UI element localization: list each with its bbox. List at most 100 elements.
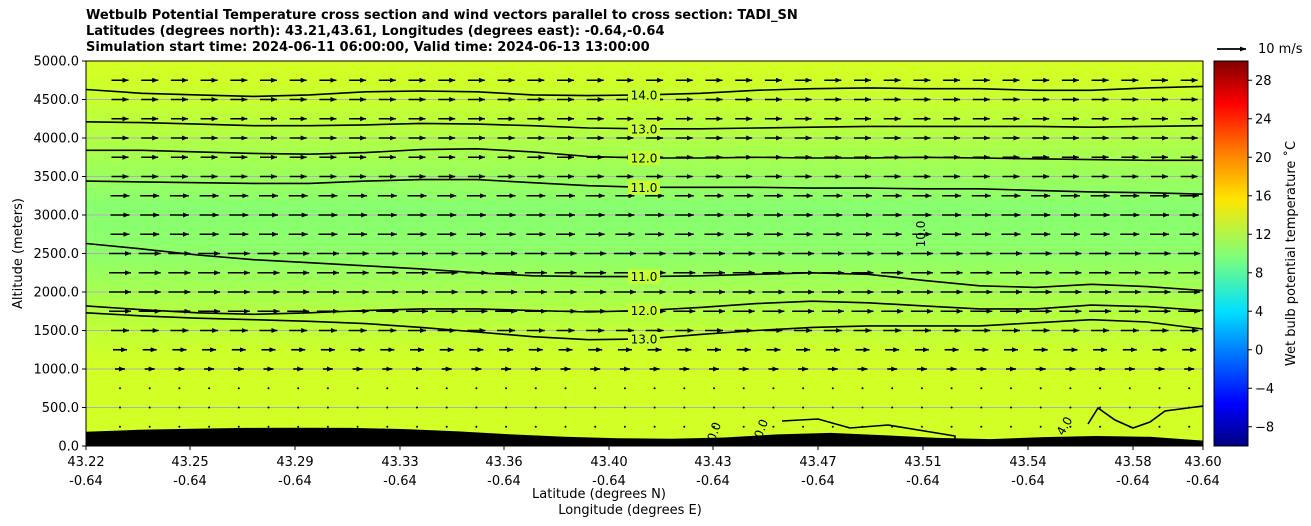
x-tick-label-lon: -0.64 <box>1186 474 1220 489</box>
wind-vector-dot <box>445 425 448 428</box>
wind-vector-dot <box>416 387 418 390</box>
wind-vector-dot <box>1099 406 1102 409</box>
wind-vector-dot <box>950 425 953 428</box>
wind-vector-dot <box>623 406 626 409</box>
x-tick-label-lat: 43.54 <box>1009 455 1046 470</box>
y-tick-label: 1000.0 <box>34 363 80 378</box>
wind-vector-dot <box>742 425 745 428</box>
wind-vector-dot <box>1069 425 1072 428</box>
wind-vector-dot <box>148 406 151 409</box>
wind-vector-dot <box>802 425 805 428</box>
x-tick-label-lon: -0.64 <box>906 474 940 489</box>
colorbar-label: Wet bulb potential temperature ˚C <box>1283 141 1299 366</box>
wind-vector-dot <box>386 406 389 409</box>
wind-vector-dot <box>920 387 923 390</box>
wind-vector-dot <box>445 406 448 409</box>
x-tick-label-lon: -0.64 <box>696 474 730 489</box>
wind-vector-dot <box>416 425 418 428</box>
wind-vector-dot <box>564 387 567 390</box>
wind-vector-dot <box>326 387 329 390</box>
contour-label-bg <box>628 303 660 318</box>
contour-label: 11.0 <box>631 181 658 195</box>
wind-vector-dot <box>1128 406 1131 409</box>
wind-vector-dot <box>445 387 448 390</box>
colorbar-tick-label: 4 <box>1255 305 1263 320</box>
wind-vector-dot <box>297 406 300 409</box>
wind-vector-dot <box>564 406 567 409</box>
wind-vector-dot <box>208 406 211 409</box>
x-tick-label-lon: -0.64 <box>1116 474 1150 489</box>
contour-label: 0.0 <box>704 420 724 443</box>
wind-vector-dot <box>1039 406 1042 409</box>
wind-vector-dot <box>713 406 715 409</box>
contour-line <box>781 418 956 446</box>
wind-vector-dot <box>683 387 686 390</box>
wind-vector-dot <box>1158 406 1161 409</box>
wind-vector-dot <box>653 387 656 390</box>
colorbar-tick-label: −4 <box>1255 382 1274 397</box>
wind-vector-dot <box>267 406 270 409</box>
wind-vector-dot <box>356 425 359 428</box>
wind-vector-dot <box>802 387 805 390</box>
wind-vector-dot <box>1010 406 1012 409</box>
wind-vector-dot <box>1039 387 1042 390</box>
colorbar-tick-label: 28 <box>1255 74 1272 89</box>
x-tick-label-lon: -0.64 <box>278 474 312 489</box>
contour-label: 13.0 <box>631 332 658 346</box>
wind-vector-dot <box>831 406 834 409</box>
wind-vector-dot <box>178 387 181 390</box>
wind-vector-dot <box>1188 387 1191 390</box>
wind-vector-dot <box>297 425 300 428</box>
wind-vector-dot <box>237 387 240 390</box>
wind-vector-dot <box>950 406 953 409</box>
wind-vector-dot <box>980 425 983 428</box>
wind-vector-dot <box>653 425 656 428</box>
wind-vector-dot <box>683 425 686 428</box>
colorbar <box>1213 60 1249 447</box>
wind-vector-dot <box>1128 387 1131 390</box>
wind-vector-dot <box>237 406 240 409</box>
x-tick-label-lat: 43.22 <box>67 455 104 470</box>
contour-label: 10.0 <box>914 221 928 248</box>
wind-vector-dot <box>356 406 359 409</box>
colorbar-tick-label: 24 <box>1255 112 1272 127</box>
wind-vector-dot <box>742 406 745 409</box>
x-tick-label-lon: -0.64 <box>592 474 626 489</box>
wind-vector-dot <box>891 406 894 409</box>
wind-vector-dot <box>148 425 151 428</box>
x-tick-label-lat: 43.36 <box>485 455 522 470</box>
contour-label: 0.0 <box>751 417 771 440</box>
wind-vector-dot <box>861 406 864 409</box>
wind-vector-dot <box>475 425 478 428</box>
wind-vector-dot <box>950 387 953 390</box>
contour-label: 12.0 <box>631 304 658 318</box>
x-tick-label-lon: -0.64 <box>173 474 207 489</box>
chart-title-line-3: Simulation start time: 2024-06-11 06:00:… <box>86 40 650 55</box>
wind-vector-dot <box>119 425 121 428</box>
wind-vector-dot <box>1069 387 1072 390</box>
wind-vector-dot <box>119 387 121 390</box>
wind-vector-dot <box>326 425 329 428</box>
wind-vector-dot <box>594 387 597 390</box>
x-tick-label-lat: 43.60 <box>1184 455 1221 470</box>
wind-vector-dot <box>861 387 864 390</box>
chart-title-line-1: Wetbulb Potential Temperature cross sect… <box>86 8 798 23</box>
wind-vector-dot <box>623 425 626 428</box>
x-tick-label-lat: 43.25 <box>171 455 208 470</box>
wind-vector-dot <box>386 425 389 428</box>
wind-vector-dot <box>1188 425 1191 428</box>
x-axis-label-lon: Longitude (degrees E) <box>558 503 702 518</box>
wind-vector-dot <box>475 406 478 409</box>
contour-label-bg <box>628 180 660 195</box>
x-tick-label-lat: 43.51 <box>904 455 941 470</box>
wind-vector-dot <box>208 425 211 428</box>
x-tick-label-lat: 43.58 <box>1114 455 1151 470</box>
contour-label: 13.0 <box>631 122 658 136</box>
contour-line <box>1087 405 1203 429</box>
colorbar-tick-label: 8 <box>1255 266 1263 281</box>
y-tick-label: 0.0 <box>58 440 79 455</box>
wind-vector-dot <box>297 387 300 390</box>
wind-vector-dot <box>1099 387 1102 390</box>
colorbar-tick-label: 20 <box>1255 151 1272 166</box>
wind-vector-dot <box>534 387 537 390</box>
